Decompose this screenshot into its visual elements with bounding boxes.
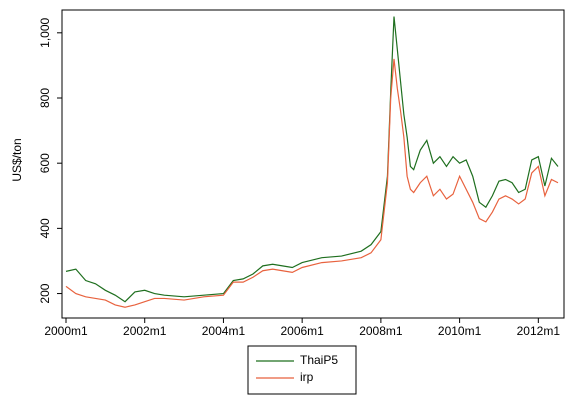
y-tick-label: 1,000 <box>38 17 52 47</box>
legend-label: ThaiP5 <box>300 353 338 367</box>
line <box>65 16 559 303</box>
y-tick-label: 400 <box>38 218 52 238</box>
x-tick-label: 2006m1 <box>280 324 324 338</box>
line <box>65 58 559 308</box>
x-tick-label: 2004m1 <box>202 324 246 338</box>
legend-label: irp <box>300 370 314 384</box>
y-axis-label: US$/ton <box>10 138 24 181</box>
y-tick-label: 600 <box>38 153 52 173</box>
x-tick-label: 2008m1 <box>359 324 403 338</box>
plot-frame <box>61 9 565 319</box>
legend-box <box>247 345 357 395</box>
x-tick-label: 2000m1 <box>44 324 88 338</box>
x-tick-label: 2002m1 <box>123 324 167 338</box>
y-tick-label: 800 <box>38 88 52 108</box>
x-tick-label: 2010m1 <box>438 324 482 338</box>
y-tick-label: 200 <box>38 283 52 303</box>
x-tick-label: 2012m1 <box>517 324 561 338</box>
